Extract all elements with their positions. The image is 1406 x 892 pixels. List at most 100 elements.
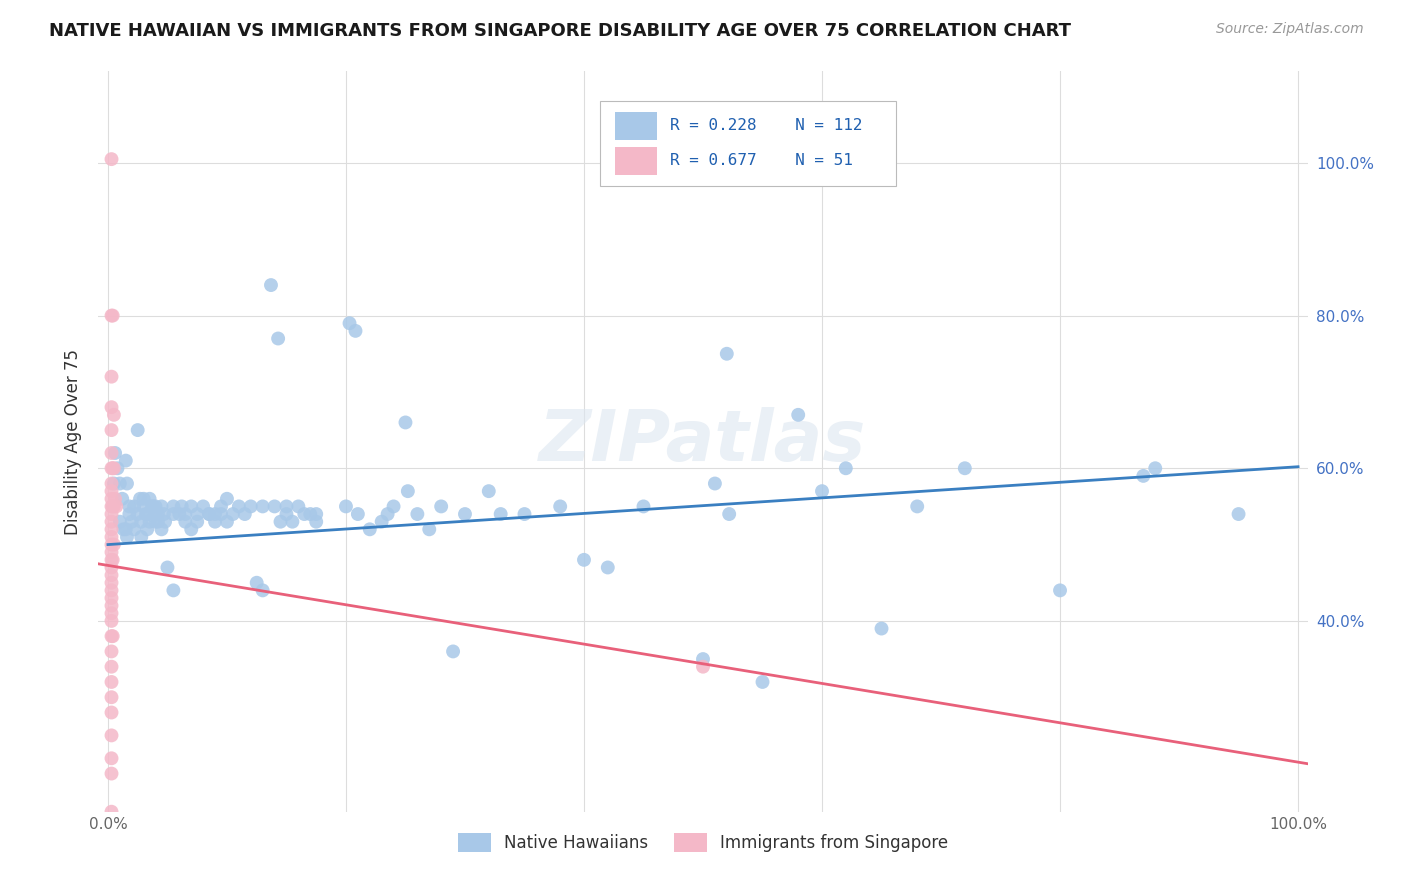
Point	[198, 507, 221, 521]
Point	[287, 500, 309, 514]
Point	[136, 507, 159, 521]
Point	[101, 309, 124, 323]
Point	[209, 507, 232, 521]
Point	[718, 507, 741, 521]
Point	[811, 484, 834, 499]
Point	[441, 644, 464, 658]
Point	[953, 461, 976, 475]
Point	[100, 881, 122, 892]
Point	[112, 522, 135, 536]
Point	[132, 500, 155, 514]
Point	[1132, 469, 1154, 483]
Point	[162, 500, 184, 514]
Point	[162, 583, 184, 598]
Point	[122, 522, 145, 536]
Point	[138, 491, 160, 506]
Point	[377, 507, 399, 521]
Point	[418, 522, 440, 536]
Point	[548, 500, 571, 514]
Point	[100, 515, 122, 529]
Point	[100, 607, 122, 621]
Point	[145, 507, 167, 521]
Point	[339, 316, 361, 330]
Point	[114, 522, 136, 536]
Point	[127, 507, 149, 521]
Point	[100, 484, 122, 499]
Text: Source: ZipAtlas.com: Source: ZipAtlas.com	[1216, 22, 1364, 37]
Point	[276, 500, 298, 514]
Point	[162, 507, 184, 521]
Point	[596, 560, 619, 574]
Point	[103, 538, 125, 552]
Point	[153, 515, 176, 529]
Text: R = 0.228    N = 112: R = 0.228 N = 112	[671, 118, 863, 133]
Point	[100, 423, 122, 437]
FancyBboxPatch shape	[614, 147, 657, 175]
Point	[100, 690, 122, 705]
Point	[335, 500, 357, 514]
Point	[150, 522, 173, 536]
Point	[233, 507, 256, 521]
Point	[100, 152, 122, 166]
Point	[370, 515, 392, 529]
Point	[114, 453, 136, 467]
Text: ZIPatlas: ZIPatlas	[540, 407, 866, 476]
Point	[100, 491, 122, 506]
Point	[263, 500, 285, 514]
Point	[787, 408, 810, 422]
Point	[186, 515, 208, 529]
Point	[170, 500, 193, 514]
Point	[108, 476, 131, 491]
Point	[101, 629, 124, 643]
Point	[870, 622, 893, 636]
Point	[751, 675, 773, 690]
Point	[252, 583, 274, 598]
Point	[146, 507, 169, 521]
Point	[150, 500, 173, 514]
Point	[104, 446, 127, 460]
Point	[1227, 507, 1250, 521]
Point	[100, 675, 122, 690]
Point	[100, 522, 122, 536]
Point	[222, 507, 245, 521]
Point	[270, 515, 292, 529]
Point	[145, 500, 167, 514]
Point	[111, 491, 134, 506]
Point	[186, 507, 208, 521]
Point	[359, 522, 381, 536]
Point	[108, 515, 131, 529]
Text: R = 0.677    N = 51: R = 0.677 N = 51	[671, 153, 853, 168]
Point	[100, 706, 122, 720]
Point	[156, 560, 179, 574]
Point	[100, 805, 122, 819]
Point	[100, 538, 122, 552]
Point	[103, 476, 125, 491]
Point	[228, 500, 250, 514]
Point	[305, 515, 328, 529]
Point	[716, 347, 738, 361]
Point	[100, 545, 122, 559]
Point	[215, 491, 238, 506]
Point	[299, 507, 322, 521]
Point	[180, 522, 202, 536]
Point	[101, 553, 124, 567]
Point	[136, 522, 159, 536]
Point	[174, 515, 197, 529]
Point	[107, 461, 129, 475]
Point	[239, 500, 262, 514]
Point	[633, 500, 655, 514]
Point	[101, 461, 124, 475]
Point	[394, 416, 416, 430]
Point	[118, 507, 141, 521]
Point	[513, 507, 536, 521]
Point	[100, 507, 122, 521]
Point	[169, 507, 191, 521]
Point	[100, 575, 122, 590]
Point	[103, 500, 125, 514]
Point	[129, 491, 152, 506]
Point	[100, 446, 122, 460]
Point	[122, 500, 145, 514]
Point	[292, 507, 315, 521]
Point	[100, 369, 122, 384]
Point	[103, 461, 125, 475]
